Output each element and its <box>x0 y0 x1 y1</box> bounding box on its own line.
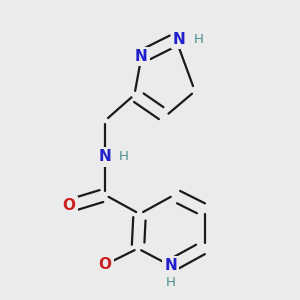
Text: O: O <box>99 257 112 272</box>
Text: N: N <box>135 49 148 64</box>
Text: H: H <box>119 150 129 164</box>
Text: N: N <box>99 149 111 164</box>
Text: N: N <box>173 32 186 47</box>
Text: O: O <box>62 199 75 214</box>
Text: N: N <box>164 258 177 273</box>
Text: H: H <box>166 276 176 289</box>
Text: H: H <box>194 33 203 46</box>
